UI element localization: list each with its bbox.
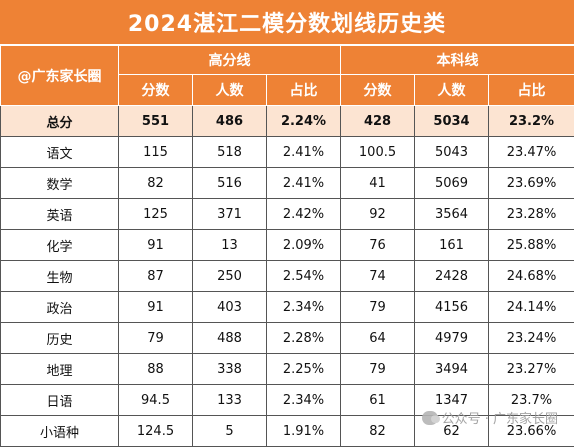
wechat-icon	[422, 411, 438, 425]
value-cell: 74	[341, 261, 415, 292]
value-cell: 125	[119, 199, 193, 230]
value-cell: 5069	[415, 168, 489, 199]
value-cell: 64	[341, 323, 415, 354]
value-cell: 79	[119, 323, 193, 354]
value-cell: 23.69%	[489, 168, 574, 199]
value-cell: 23.2%	[489, 106, 574, 137]
subject-cell: 总分	[1, 106, 119, 137]
value-cell: 3494	[415, 354, 489, 385]
value-cell: 24.14%	[489, 292, 574, 323]
value-cell: 2.34%	[267, 385, 341, 416]
value-cell: 2.41%	[267, 168, 341, 199]
score-table-page: 2024湛江二模分数划线历史类 @广东家长圈 高分线 本科线 分数 人数 占比 …	[0, 0, 574, 435]
subject-cell: 英语	[1, 199, 119, 230]
value-cell: 124.5	[119, 416, 193, 447]
value-cell: 79	[341, 354, 415, 385]
value-cell: 23.27%	[489, 354, 574, 385]
value-cell: 338	[193, 354, 267, 385]
sub-header: 分数	[341, 75, 415, 106]
value-cell: 87	[119, 261, 193, 292]
value-cell: 82	[341, 416, 415, 447]
page-title: 2024湛江二模分数划线历史类	[0, 0, 574, 45]
subject-cell: 生物	[1, 261, 119, 292]
value-cell: 2.09%	[267, 230, 341, 261]
value-cell: 23.28%	[489, 199, 574, 230]
value-cell: 371	[193, 199, 267, 230]
value-cell: 79	[341, 292, 415, 323]
value-cell: 5043	[415, 137, 489, 168]
value-cell: 2.25%	[267, 354, 341, 385]
value-cell: 5034	[415, 106, 489, 137]
value-cell: 516	[193, 168, 267, 199]
value-cell: 92	[341, 199, 415, 230]
value-cell: 428	[341, 106, 415, 137]
corner-label: @广东家长圈	[1, 46, 119, 106]
value-cell: 23.24%	[489, 323, 574, 354]
subject-cell: 日语	[1, 385, 119, 416]
sub-header: 人数	[415, 75, 489, 106]
value-cell: 115	[119, 137, 193, 168]
value-cell: 488	[193, 323, 267, 354]
value-cell: 82	[119, 168, 193, 199]
value-cell: 91	[119, 292, 193, 323]
value-cell: 100.5	[341, 137, 415, 168]
value-cell: 25.88%	[489, 230, 574, 261]
subject-cell: 地理	[1, 354, 119, 385]
sub-header: 分数	[119, 75, 193, 106]
subject-cell: 小语种	[1, 416, 119, 447]
sub-header: 占比	[267, 75, 341, 106]
subject-cell: 语文	[1, 137, 119, 168]
value-cell: 1.91%	[267, 416, 341, 447]
subject-cell: 数学	[1, 168, 119, 199]
value-cell: 5	[193, 416, 267, 447]
subject-cell: 化学	[1, 230, 119, 261]
subject-cell: 政治	[1, 292, 119, 323]
value-cell: 94.5	[119, 385, 193, 416]
value-cell: 3564	[415, 199, 489, 230]
value-cell: 133	[193, 385, 267, 416]
value-cell: 88	[119, 354, 193, 385]
group-header-bachelor: 本科线	[341, 46, 574, 75]
sub-header: 人数	[193, 75, 267, 106]
value-cell: 76	[341, 230, 415, 261]
value-cell: 2.34%	[267, 292, 341, 323]
value-cell: 2.42%	[267, 199, 341, 230]
value-cell: 13	[193, 230, 267, 261]
value-cell: 23.47%	[489, 137, 574, 168]
sub-header: 占比	[489, 75, 574, 106]
group-header-high: 高分线	[119, 46, 341, 75]
value-cell: 91	[119, 230, 193, 261]
value-cell: 24.68%	[489, 261, 574, 292]
watermark-text: 公众号 · 广东家长圈	[442, 408, 558, 427]
subject-cell: 历史	[1, 323, 119, 354]
value-cell: 2.28%	[267, 323, 341, 354]
value-cell: 2.41%	[267, 137, 341, 168]
value-cell: 161	[415, 230, 489, 261]
value-cell: 486	[193, 106, 267, 137]
value-cell: 551	[119, 106, 193, 137]
value-cell: 250	[193, 261, 267, 292]
score-table: @广东家长圈 高分线 本科线 分数 人数 占比 分数 人数 占比 总分 551 …	[0, 45, 574, 447]
value-cell: 2.54%	[267, 261, 341, 292]
watermark: 公众号 · 广东家长圈	[422, 408, 558, 427]
value-cell: 2428	[415, 261, 489, 292]
value-cell: 518	[193, 137, 267, 168]
value-cell: 4156	[415, 292, 489, 323]
total-row: 总分 551 486 2.24% 428 5034 23.2%	[1, 106, 574, 137]
value-cell: 41	[341, 168, 415, 199]
value-cell: 2.24%	[267, 106, 341, 137]
value-cell: 61	[341, 385, 415, 416]
value-cell: 403	[193, 292, 267, 323]
value-cell: 4979	[415, 323, 489, 354]
